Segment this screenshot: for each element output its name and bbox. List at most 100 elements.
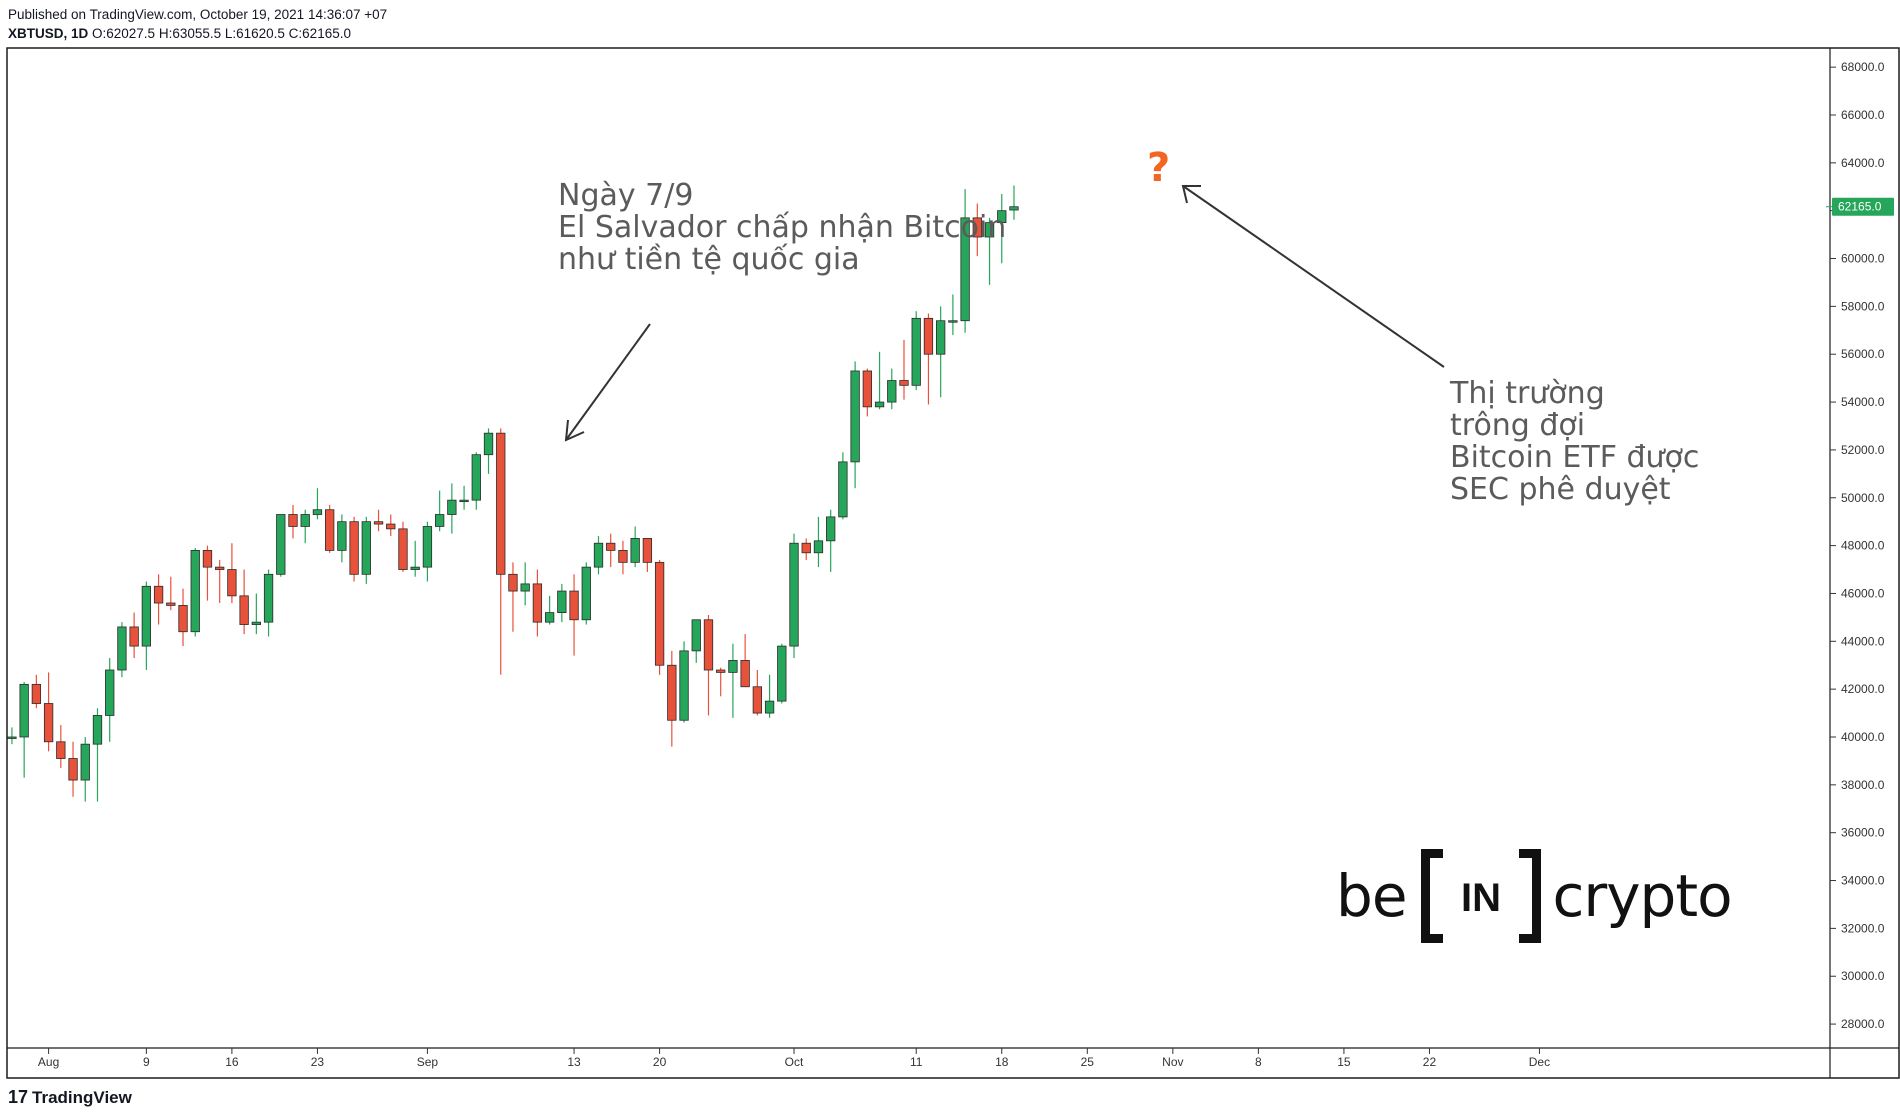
- price-tick-label: 36000.0: [1841, 826, 1885, 840]
- candle-body: [654, 561, 665, 666]
- candle-body: [7, 736, 17, 739]
- candle-body: [337, 521, 347, 551]
- candle-body: [68, 758, 78, 781]
- candle-body: [557, 590, 567, 613]
- time-tick-label: 8: [1255, 1055, 1262, 1069]
- logo-text-in: IN: [1461, 876, 1501, 920]
- annotation-line: Thị trường: [1450, 376, 1605, 411]
- candlestick-chart[interactable]: 28000.0 30000.0 32000.0 34000.0 36000.0 38000…: [0, 0, 1900, 1080]
- candle-body: [764, 700, 775, 714]
- candle-body: [92, 715, 103, 745]
- annotation-line: như tiền tệ quốc gia: [558, 242, 860, 277]
- candle-body: [276, 514, 286, 575]
- candle-body: [813, 540, 824, 554]
- candle-body: [544, 612, 555, 623]
- candle-body: [117, 626, 127, 671]
- candle-body: [752, 686, 763, 714]
- candle-body: [312, 509, 323, 515]
- candle-body: [826, 516, 836, 542]
- candle-body: [129, 626, 139, 647]
- last-price-label: 62165.0: [1838, 200, 1882, 214]
- candle-body: [997, 210, 1007, 224]
- candles: [7, 185, 1019, 802]
- candle-body: [483, 432, 494, 456]
- time-tick-label: Dec: [1529, 1055, 1550, 1069]
- price-tick-label: 60000.0: [1841, 252, 1885, 266]
- candle-body: [31, 683, 42, 704]
- price-tick-label: 56000.0: [1841, 347, 1885, 361]
- candle-body: [960, 217, 970, 322]
- tradingview-logo-icon: 17: [8, 1087, 29, 1107]
- price-tick-label: 66000.0: [1841, 108, 1885, 122]
- arrow-left-shaft: [565, 323, 651, 441]
- price-tick-label: 50000.0: [1841, 491, 1885, 505]
- candle-body: [178, 605, 188, 633]
- price-tick-label: 44000.0: [1841, 634, 1885, 648]
- arrow-right-head: [1181, 185, 1201, 204]
- candle-body: [447, 499, 457, 515]
- logo-in-box: IN: [1420, 849, 1541, 943]
- time-tick-label: 13: [567, 1055, 581, 1069]
- price-tick-label: 68000.0: [1841, 60, 1885, 74]
- last-price-badge-bg: [1832, 197, 1894, 216]
- price-tick-label: 40000.0: [1841, 730, 1885, 744]
- question-mark: ?: [1147, 145, 1171, 191]
- time-tick-label: 9: [143, 1055, 150, 1069]
- candle-body: [606, 542, 616, 551]
- candle-body: [862, 370, 872, 408]
- chart-frame: [6, 47, 1900, 1079]
- candle-body: [153, 585, 164, 604]
- candle-body: [251, 621, 261, 625]
- candle-body: [936, 320, 946, 355]
- candle-body: [215, 566, 225, 570]
- price-tick-label: 58000.0: [1841, 299, 1885, 313]
- candle-body: [972, 217, 982, 238]
- time-tick-label: 25: [1081, 1055, 1095, 1069]
- candle-body: [520, 583, 530, 592]
- price-tick-label: 32000.0: [1841, 921, 1885, 935]
- time-tick-label: Sep: [417, 1055, 439, 1069]
- candle-body: [801, 542, 811, 554]
- candle-body: [227, 569, 237, 597]
- candle-body: [911, 317, 921, 386]
- candle-body: [1009, 206, 1019, 211]
- candle-body: [899, 380, 909, 386]
- price-tick-label: 28000.0: [1841, 1017, 1885, 1031]
- price-tick-label: 38000.0: [1841, 778, 1885, 792]
- arrow-right-shaft: [1182, 185, 1445, 368]
- price-tick-label: 52000.0: [1841, 443, 1885, 457]
- candle-body: [581, 566, 591, 621]
- candle-body: [630, 538, 640, 563]
- time-tick-label: 15: [1337, 1055, 1351, 1069]
- candle-body: [43, 703, 54, 743]
- ohlc-values: O:62027.5 H:63055.5 L:61620.5 C:62165.0: [88, 26, 351, 41]
- candle-body: [618, 549, 628, 563]
- candle-body: [838, 461, 848, 518]
- candle-body: [80, 743, 90, 781]
- candle-body: [105, 669, 115, 716]
- logo-text-be: be: [1336, 862, 1407, 930]
- price-tick-label: 54000.0: [1841, 395, 1885, 409]
- candle-body: [239, 595, 249, 625]
- candle-body: [300, 514, 310, 527]
- annotation-line: Bitcoin ETF được: [1450, 440, 1700, 475]
- candle-body: [887, 380, 897, 403]
- annotation-line: El Salvador chấp nhận Bitcoin: [558, 210, 1007, 245]
- candle-body: [398, 528, 408, 570]
- candle-body: [459, 499, 469, 503]
- candle-body: [288, 514, 298, 527]
- price-tick-label: 46000.0: [1841, 586, 1885, 600]
- time-tick-label: 11: [910, 1055, 923, 1069]
- candle-body: [166, 602, 176, 606]
- candle-body: [703, 619, 714, 671]
- candle-body: [740, 660, 750, 688]
- candle-body: [422, 526, 433, 568]
- candle-body: [667, 664, 677, 721]
- candle-body: [325, 509, 335, 551]
- candle-body: [728, 660, 738, 673]
- time-axis: Aug 9 16 23 Sep 13 20 Oct 11 18 25 Nov 8 15 22 Dec: [38, 1048, 1550, 1069]
- candle-body: [850, 370, 860, 463]
- price-tick-label: 48000.0: [1841, 539, 1885, 553]
- price-tick-label: 30000.0: [1841, 969, 1885, 983]
- annotation-line: Ngày 7/9: [558, 178, 694, 213]
